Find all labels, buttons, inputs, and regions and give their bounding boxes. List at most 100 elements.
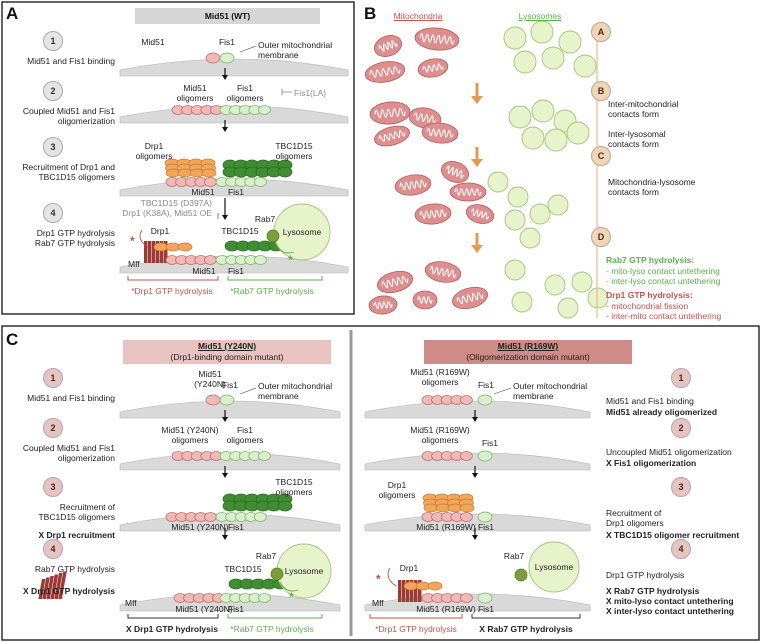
mid51-y240n-oligomer (204, 512, 217, 522)
arrow-a-1-head (222, 75, 228, 80)
lysosome (511, 291, 533, 313)
rab7-gtpase (514, 568, 528, 582)
rab7-gtpase (270, 567, 284, 581)
left-label-fis1: Fis1 (221, 380, 239, 390)
lysosome (504, 259, 526, 281)
right-label-mid51-4: Mid51 (R169W) (416, 604, 476, 614)
left-label-mid51-4: Mid51 (Y240N) (175, 604, 233, 614)
mff-protein (410, 580, 414, 602)
mitochondrion (414, 203, 452, 225)
panel-b-letter: B (364, 4, 377, 23)
right-label-fis1: Fis1 (477, 380, 495, 390)
label-mid51: Mid51 (141, 37, 165, 47)
mitochondrion-cristae (422, 63, 444, 73)
mff-protein (50, 574, 59, 599)
fis1-oligomer (254, 255, 267, 265)
mitochondrion (369, 101, 411, 125)
lysosomes-title: Lysosomes (518, 11, 562, 21)
drp1-oligomer (427, 581, 443, 591)
panel-a-step-2-desc: Coupled Mid51 and Fis1 oligomerization (22, 106, 115, 126)
mitochondrion-cristae (419, 209, 447, 219)
left-step-4-number: 4 (43, 539, 63, 559)
left-step-1-desc: Mid51 and Fis1 binding (27, 393, 115, 403)
bracket-rab7-hydrolysis (227, 276, 323, 281)
left-membrane-1 (119, 400, 341, 419)
mitochondrion-cristae (378, 40, 398, 52)
label-fis1-oligomers: Fis1 oligomers (226, 83, 264, 103)
mff-protein (398, 580, 402, 602)
right-label-mff: Mff (372, 598, 384, 608)
left-label-tbc1d15: TBC1D15 (224, 564, 262, 574)
label-drp1-oligomers: Drp1 oligomers (135, 141, 173, 161)
right-star-drp1: * (376, 572, 381, 586)
mff-protein (160, 241, 164, 263)
left-arrow-2-head (222, 473, 228, 478)
right-step-4-bold: X Rab7 GTP hydrolysis X mito-lyso contac… (606, 586, 734, 616)
right-step-3-desc: Recruitment of Drp1 oligomers (606, 508, 664, 528)
panel-a-banner (135, 8, 320, 24)
mid51-oligomer (204, 177, 217, 187)
tbc1d15-oligomer (277, 166, 293, 178)
rab7-gtpase (266, 229, 280, 243)
fis1-oligomer (258, 451, 271, 461)
mitochondrion (377, 270, 413, 294)
right-label-drp1: Drp1 (399, 563, 419, 573)
right-step-1-number: 1 (671, 368, 691, 388)
label-rab7: Rab7 (254, 214, 276, 224)
label-mid51-4: Mid51 (192, 266, 216, 276)
panel-c-frame (1, 325, 760, 641)
mff-protein (164, 241, 168, 263)
right-label-rab7: Rab7 (503, 551, 525, 561)
lysosome (547, 194, 569, 216)
mitochondrion (421, 122, 459, 144)
panel-a-step-3-number: 3 (43, 137, 63, 157)
rab7-item-mito-lyso: - mito-lyso contact untethering (606, 266, 720, 276)
rab7-hydrolysis-arrow (279, 581, 299, 592)
lysosome (507, 186, 529, 208)
left-label-mid51-3: Mid51 (Y240N) (171, 522, 229, 532)
mitochondrion-cristae (369, 66, 401, 78)
mitochondrion (424, 261, 462, 283)
mitochondrion (449, 182, 487, 202)
stage-c-marker: C (591, 146, 611, 166)
mitochondrion-cristae (470, 208, 490, 220)
rab7-item-inter-lyso: - inter-lyso contact untethering (606, 276, 721, 286)
label-lysosome: Lysosome (282, 227, 322, 237)
fis1-oligomer (254, 512, 267, 522)
label-drp1: Drp1 (150, 226, 170, 236)
fis1-protein (477, 592, 493, 604)
left-label-tbc1d15-oligomers: TBC1D15 oligomers (275, 477, 313, 497)
mitochondrion-cristae (373, 300, 393, 310)
right-label-rab7-hydrolysis: X Rab7 GTP hydrolysis (479, 624, 573, 634)
drp1-hydrolysis-arrow (387, 567, 397, 587)
right-bracket-drp1 (369, 614, 463, 619)
left-label-drp1-hydrolysis: X Drp1 GTP hydrolysis (126, 624, 218, 634)
lysosome (504, 209, 526, 231)
label-fis1: Fis1 (218, 37, 236, 47)
label-fis1-3: Fis1 (227, 187, 245, 197)
lysosome (571, 271, 593, 293)
left-bracket-drp1 (127, 614, 219, 619)
fis1-protein (477, 511, 493, 523)
label-outer-membrane: Outer mitochondrial membrane (258, 40, 333, 60)
panel-a-step-4-number: 4 (43, 203, 63, 223)
left-label-lysosome: Lysosome (284, 566, 324, 576)
mff-protein (54, 573, 63, 599)
mitochondrion (374, 125, 410, 147)
left-banner-subtitle: (Drp1-binding domain mutant) (170, 352, 284, 362)
mitochondrion (394, 174, 432, 196)
progression-arrow-head (471, 96, 483, 104)
lysosome (529, 203, 551, 225)
lysosome (541, 46, 565, 70)
mitochondrion-cristae (429, 265, 457, 279)
mitochondrion (414, 27, 460, 51)
right-step-4-number: 4 (671, 539, 691, 559)
mid51-protein (205, 52, 221, 64)
mff-protein (42, 577, 50, 599)
left-step-1-number: 1 (43, 368, 63, 388)
right-arrow-2-head (472, 473, 478, 478)
left-step-3-number: 3 (43, 477, 63, 497)
progression-arrow-head (471, 159, 483, 167)
label-rab7-hydrolysis: *Rab7 GTP hydrolysis (230, 286, 314, 296)
